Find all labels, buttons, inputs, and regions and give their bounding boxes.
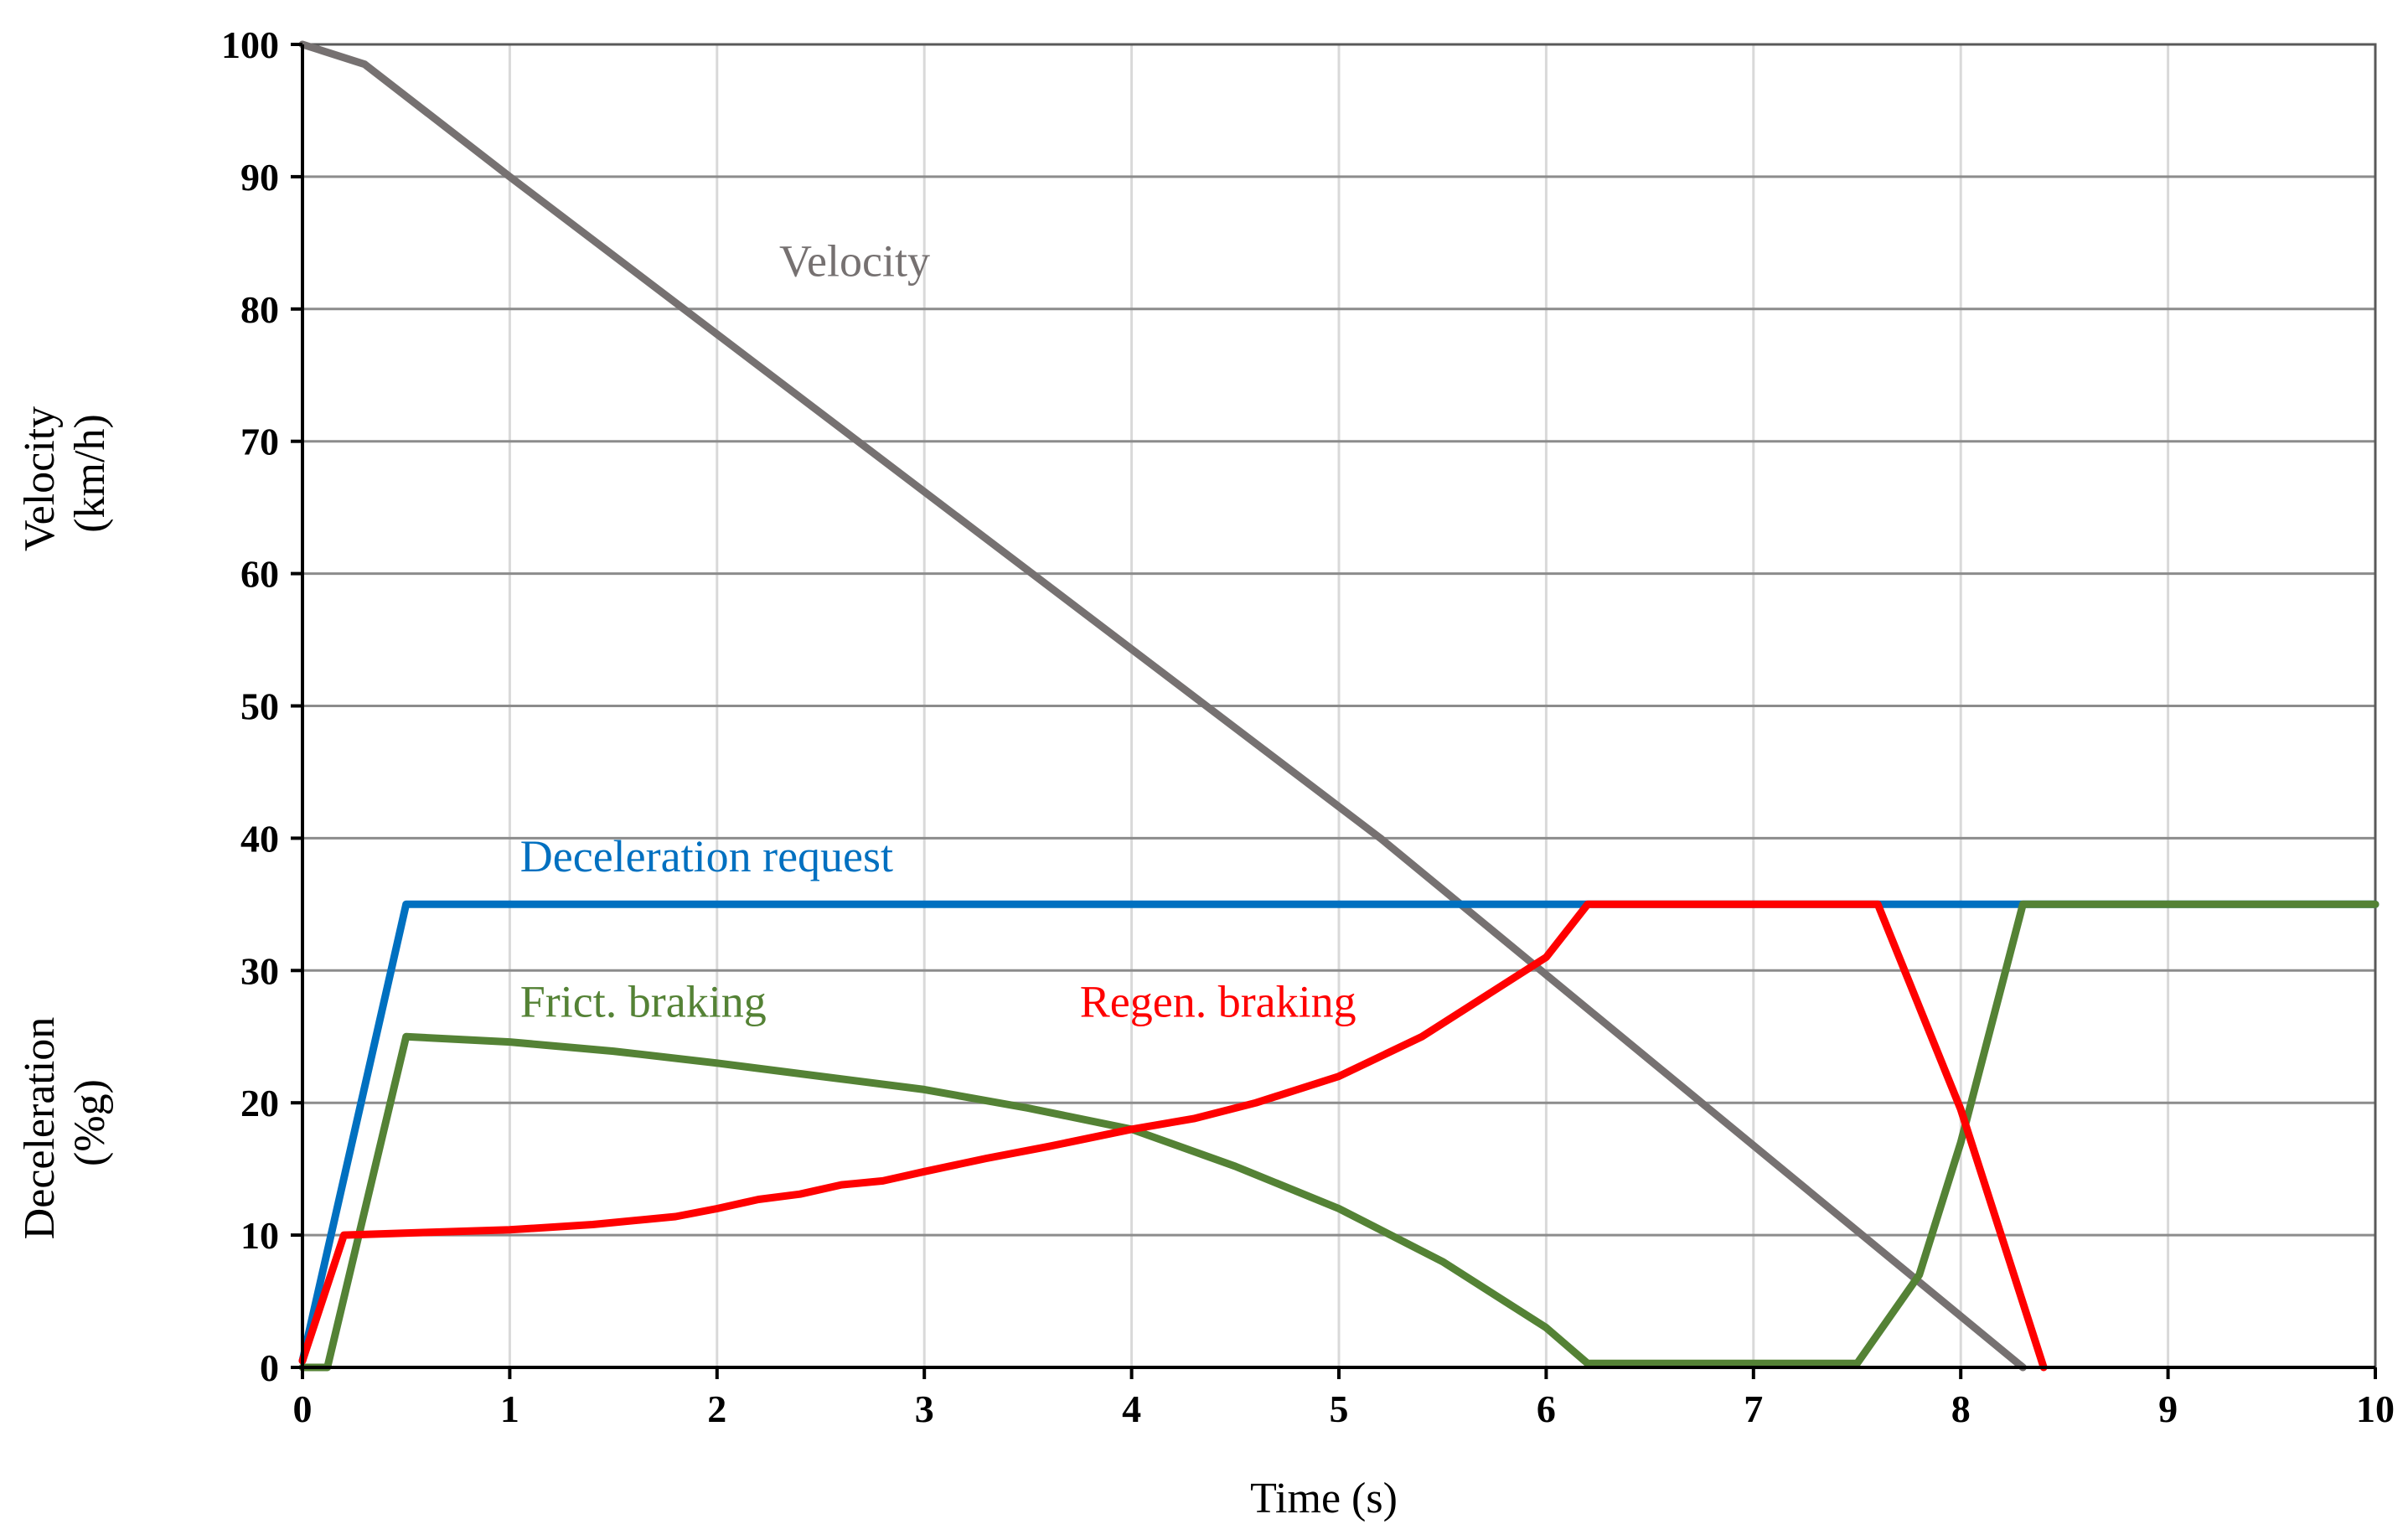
y-tick-label: 50 — [240, 685, 279, 728]
y-axis-title-deceleration-line2: (%g) — [66, 1079, 114, 1166]
x-tick-label: 3 — [915, 1388, 934, 1430]
series-line-regen-braking — [298, 900, 2048, 1372]
y-axis-title-velocity-line1: Velocity — [16, 406, 64, 551]
x-tick-label: 0 — [293, 1388, 313, 1430]
series-label-regen-braking: Regen. braking — [1080, 977, 1356, 1027]
y-axis-title-deceleration: Deceleration (%g) — [16, 1006, 114, 1240]
y-tick-label: 10 — [240, 1214, 279, 1257]
y-tick-label: 60 — [240, 553, 279, 596]
x-tick-label: 9 — [2158, 1388, 2178, 1430]
series-annotations: Velocity Deceleration request Frict. braki… — [520, 235, 1356, 1026]
x-tick-label: 6 — [1537, 1388, 1556, 1430]
x-tick-label: 1 — [500, 1388, 519, 1430]
series-label-deceleration-request: Deceleration request — [520, 831, 893, 881]
x-tick-label: 10 — [2356, 1388, 2395, 1430]
y-tick-label: 40 — [240, 817, 279, 860]
x-tick-label: 4 — [1122, 1388, 1141, 1430]
axes — [291, 43, 2377, 1379]
grid — [302, 44, 2375, 1367]
y-tick-label: 30 — [240, 949, 279, 992]
x-tick-label: 8 — [1951, 1388, 1971, 1430]
y-axis-title-velocity: Velocity (km/h) — [16, 395, 114, 551]
y-tick-label: 80 — [240, 288, 279, 331]
y-tick-label: 20 — [240, 1082, 279, 1124]
x-tick-label: 2 — [707, 1388, 726, 1430]
series-line-velocity — [298, 40, 2027, 1372]
y-axis-title-deceleration-line1: Deceleration — [16, 1017, 64, 1240]
y-tick-label: 0 — [260, 1346, 279, 1389]
series-label-velocity: Velocity — [779, 235, 930, 286]
series-line-frict-braking — [298, 900, 2380, 1372]
y-tick-label: 90 — [240, 156, 279, 199]
y-tick-label: 70 — [240, 421, 279, 463]
x-tick-label: 7 — [1744, 1388, 1763, 1430]
x-tick-label: 5 — [1330, 1388, 1349, 1430]
series-label-frict-braking: Frict. braking — [520, 977, 767, 1027]
series-lines — [298, 40, 2380, 1372]
y-tick-label: 100 — [221, 23, 279, 66]
x-axis-title: Time (s) — [1250, 1475, 1398, 1522]
y-axis-title-velocity-line2: (km/h) — [66, 414, 114, 533]
